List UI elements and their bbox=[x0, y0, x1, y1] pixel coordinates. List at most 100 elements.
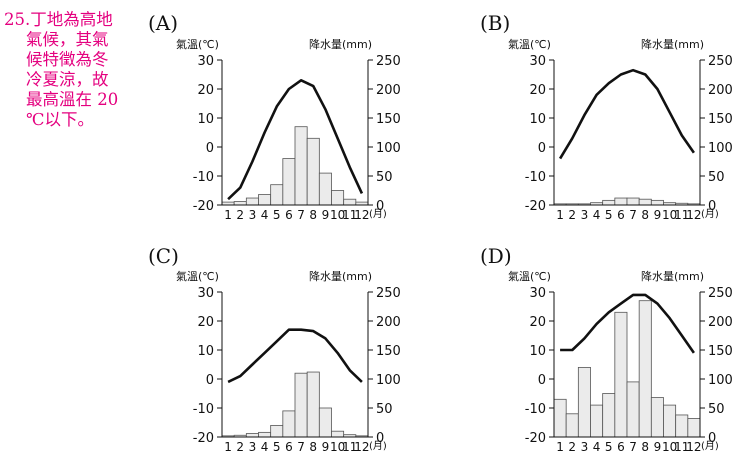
temperature-tick-label: 0 bbox=[206, 141, 214, 156]
month-label: 2 bbox=[568, 208, 576, 222]
temperature-tick-label: -10 bbox=[525, 170, 546, 185]
precipitation-bar bbox=[282, 158, 296, 206]
precipitation-bar bbox=[614, 311, 628, 438]
precipitation-bar bbox=[318, 407, 332, 438]
precipitation-bar bbox=[626, 197, 640, 206]
month-label: 2 bbox=[236, 208, 244, 222]
precipitation-tick-label: 150 bbox=[376, 344, 401, 359]
temperature-tick-label: -10 bbox=[193, 170, 214, 185]
month-unit-label: (月) bbox=[701, 440, 719, 452]
month-label: 10 bbox=[330, 208, 345, 222]
panel-title: (D) bbox=[480, 244, 512, 268]
temperature-axis-title: 氣溫(℃) bbox=[508, 37, 551, 51]
note-line: 25.丁地為高地 bbox=[4, 10, 113, 29]
month-label: 12 bbox=[686, 208, 701, 222]
precipitation-bar bbox=[294, 126, 308, 206]
temperature-tick-label: 20 bbox=[197, 83, 214, 98]
month-label: 4 bbox=[261, 208, 269, 222]
precipitation-bar bbox=[638, 198, 652, 206]
precipitation-bar bbox=[577, 366, 591, 438]
month-label: 3 bbox=[249, 208, 257, 222]
temperature-tick-label: 20 bbox=[197, 315, 214, 330]
month-label: 1 bbox=[556, 208, 564, 222]
precipitation-tick-label: 250 bbox=[376, 286, 401, 301]
temperature-line bbox=[227, 328, 363, 384]
precipitation-tick-label: 50 bbox=[376, 170, 393, 185]
month-label: 1 bbox=[224, 440, 232, 454]
temperature-tick-label: -10 bbox=[525, 402, 546, 417]
month-label: 1 bbox=[556, 440, 564, 454]
month-label: 2 bbox=[236, 440, 244, 454]
precipitation-bar bbox=[318, 172, 332, 206]
month-label: 3 bbox=[581, 440, 589, 454]
month-label: 3 bbox=[249, 440, 257, 454]
precipitation-tick-label: 250 bbox=[708, 286, 733, 301]
note-line: 候特徵為冬 bbox=[26, 50, 109, 69]
precipitation-bar bbox=[626, 381, 640, 438]
month-label: 9 bbox=[322, 208, 330, 222]
temperature-tick-label: -20 bbox=[193, 431, 214, 446]
temperature-tick-label: 30 bbox=[529, 286, 546, 301]
precipitation-tick-label: 50 bbox=[376, 402, 393, 417]
precipitation-tick-label: 150 bbox=[708, 344, 733, 359]
precipitation-tick-label: 0 bbox=[376, 199, 384, 214]
panel-title: (A) bbox=[148, 11, 178, 35]
temperature-axis-title: 氣溫(℃) bbox=[176, 37, 219, 51]
temperature-line bbox=[558, 68, 695, 160]
month-label: 11 bbox=[674, 208, 689, 222]
temperature-tick-label: 0 bbox=[538, 373, 546, 388]
month-label: 6 bbox=[617, 440, 625, 454]
precipitation-bar bbox=[306, 371, 320, 438]
month-label: 12 bbox=[354, 440, 369, 454]
precipitation-bar bbox=[602, 199, 616, 206]
precipitation-bar bbox=[675, 414, 689, 438]
precipitation-bar bbox=[590, 404, 604, 438]
month-label: 10 bbox=[330, 440, 345, 454]
temperature-tick-label: 10 bbox=[529, 112, 546, 127]
panel-title: (C) bbox=[148, 244, 179, 268]
temperature-tick-label: 30 bbox=[197, 54, 214, 69]
precipitation-tick-label: 250 bbox=[708, 54, 733, 69]
temperature-tick-label: -20 bbox=[525, 431, 546, 446]
month-label: 5 bbox=[273, 440, 281, 454]
temperature-tick-label: 10 bbox=[197, 112, 214, 127]
month-label: 8 bbox=[641, 440, 649, 454]
precipitation-bar bbox=[258, 431, 272, 438]
precipitation-tick-label: 100 bbox=[708, 373, 733, 388]
temperature-axis-title: 氣溫(℃) bbox=[508, 269, 551, 283]
temperature-tick-label: -10 bbox=[193, 402, 214, 417]
month-label: 7 bbox=[297, 440, 305, 454]
month-label: 10 bbox=[662, 440, 677, 454]
precipitation-tick-label: 150 bbox=[376, 112, 401, 127]
precipitation-bar bbox=[258, 194, 272, 206]
temperature-tick-label: 20 bbox=[529, 83, 546, 98]
precipitation-tick-label: 250 bbox=[376, 54, 401, 69]
month-label: 3 bbox=[581, 208, 589, 222]
precipitation-bar bbox=[270, 184, 284, 206]
temperature-tick-label: 10 bbox=[197, 344, 214, 359]
precipitation-bar bbox=[565, 413, 579, 438]
precipitation-bar bbox=[306, 137, 320, 206]
month-label: 6 bbox=[617, 208, 625, 222]
precipitation-bar bbox=[343, 198, 357, 206]
month-label: 7 bbox=[297, 208, 305, 222]
precipitation-tick-label: 100 bbox=[708, 141, 733, 156]
month-label: 4 bbox=[593, 440, 601, 454]
precipitation-bar bbox=[270, 424, 284, 438]
panel-title: (B) bbox=[480, 11, 510, 35]
precipitation-tick-label: 0 bbox=[708, 431, 716, 446]
precipitation-bar bbox=[245, 433, 259, 438]
temperature-tick-label: 30 bbox=[197, 286, 214, 301]
answer-note: 25.丁地為高地 氣候，其氣 候特徵為冬 冷夏涼，故 最高溫在 20 ℃以下。 bbox=[4, 10, 154, 130]
precipitation-tick-label: 0 bbox=[376, 431, 384, 446]
month-label: 4 bbox=[593, 208, 601, 222]
precipitation-axis-title: 降水量(mm) bbox=[641, 37, 704, 51]
precipitation-tick-label: 150 bbox=[708, 112, 733, 127]
precipitation-tick-label: 200 bbox=[376, 83, 401, 98]
precipitation-bar bbox=[602, 393, 616, 438]
temperature-tick-label: -20 bbox=[525, 199, 546, 214]
precipitation-bar bbox=[614, 197, 628, 206]
temperature-line bbox=[227, 79, 364, 201]
precipitation-tick-label: 50 bbox=[708, 170, 725, 185]
month-label: 11 bbox=[342, 440, 357, 454]
